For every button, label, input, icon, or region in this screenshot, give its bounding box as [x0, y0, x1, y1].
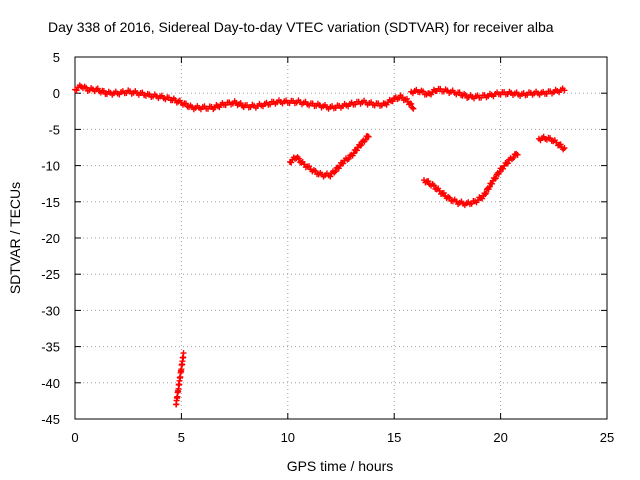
series-segment-4 — [286, 133, 372, 180]
data-point — [358, 142, 365, 149]
data-points — [72, 82, 568, 408]
data-point — [492, 175, 499, 182]
x-tick-label: 5 — [178, 430, 185, 445]
data-point — [365, 133, 372, 140]
x-tick-label: 15 — [387, 430, 401, 445]
data-point — [331, 169, 338, 176]
data-point — [561, 87, 568, 94]
x-tick-label: 10 — [281, 430, 295, 445]
data-point — [182, 100, 189, 107]
data-point — [557, 141, 564, 148]
data-point — [180, 350, 187, 357]
data-point — [350, 150, 357, 157]
data-point — [510, 154, 517, 161]
data-point — [295, 155, 302, 162]
data-point — [306, 163, 313, 170]
data-point — [83, 84, 90, 91]
y-tick-label: -35 — [41, 340, 60, 355]
x-tick-label: 25 — [600, 430, 614, 445]
data-point — [486, 183, 493, 190]
data-point — [425, 178, 432, 185]
data-point — [420, 88, 427, 95]
data-point — [496, 169, 503, 176]
y-tick-label: -20 — [41, 231, 60, 246]
x-tick-label: 20 — [493, 430, 507, 445]
y-tick-label: -30 — [41, 303, 60, 318]
y-tick-label: 0 — [53, 86, 60, 101]
y-tick-label: -45 — [41, 412, 60, 427]
data-point — [389, 98, 396, 105]
axis-ticks — [74, 56, 608, 420]
data-point — [482, 191, 489, 198]
data-point — [410, 105, 417, 112]
series-segment-3 — [173, 350, 187, 408]
y-axis-title: SDTVAR / TECUs — [7, 182, 23, 294]
x-tick-label: 0 — [71, 430, 78, 445]
data-point — [403, 95, 410, 102]
data-point — [500, 165, 507, 172]
x-axis-title: GPS time / hours — [287, 458, 394, 474]
data-point — [440, 190, 447, 197]
data-point — [332, 168, 339, 175]
series-segment-2 — [408, 85, 568, 102]
data-point — [362, 136, 369, 143]
y-tick-label: -15 — [41, 195, 60, 210]
data-point — [483, 190, 490, 197]
data-point — [288, 159, 295, 166]
grid — [75, 57, 607, 419]
data-point — [409, 104, 416, 111]
axis-tick-labels: 0 5 10 15 20 25 5 0 -5 -10 -15 -20 -25 -30 -35 -40 -45 — [41, 50, 614, 445]
data-point — [327, 173, 334, 180]
data-point — [353, 147, 360, 154]
data-point — [561, 145, 568, 152]
data-point — [312, 167, 319, 174]
series-segment-1 — [72, 82, 417, 113]
y-tick-label: -10 — [41, 159, 60, 174]
y-tick-label: -40 — [41, 376, 60, 391]
y-tick-label: -25 — [41, 267, 60, 282]
data-point — [514, 151, 521, 158]
y-tick-label: -5 — [48, 122, 60, 137]
series-segment-6 — [535, 133, 568, 153]
y-tick-label: 5 — [53, 50, 60, 65]
data-point — [345, 155, 352, 162]
data-point — [446, 194, 453, 201]
data-point — [408, 100, 415, 107]
data-point — [340, 160, 347, 167]
data-point — [479, 195, 486, 202]
series-segment-5 — [420, 150, 521, 209]
data-point — [504, 160, 511, 167]
data-point — [489, 180, 496, 187]
chart-title: Day 338 of 2016, Sidereal Day-to-day VTE… — [48, 19, 554, 35]
data-point — [430, 182, 437, 189]
